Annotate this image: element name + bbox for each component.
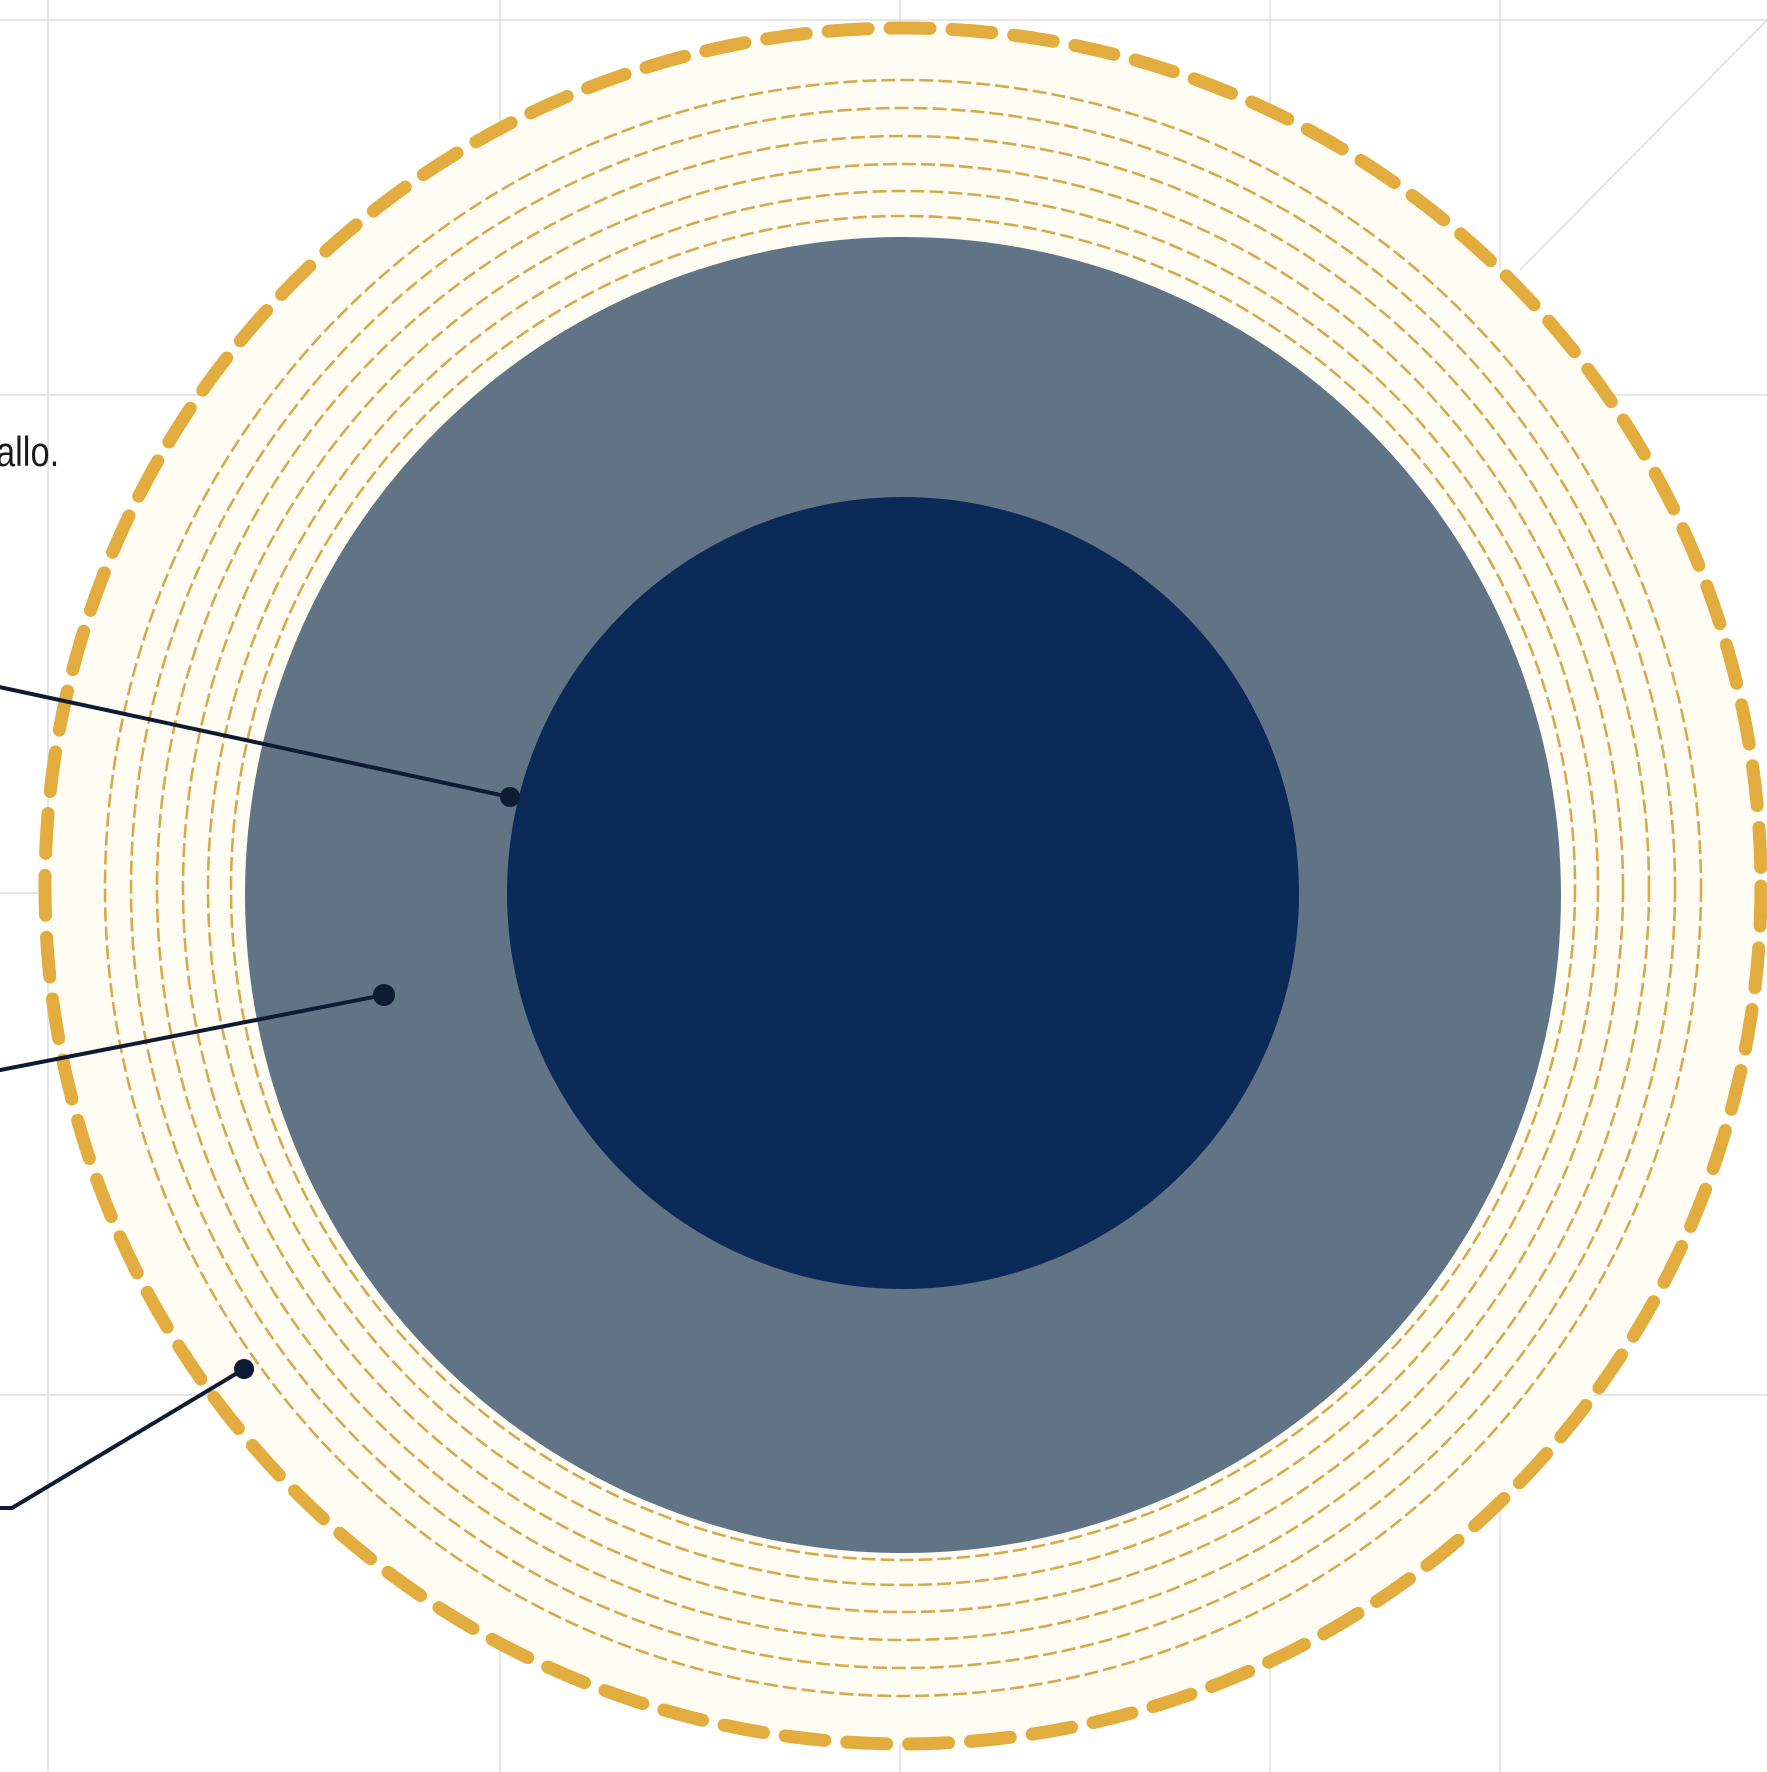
leader-middle: [0, 984, 395, 1073]
concentric-ring: [129, 106, 1677, 1670]
core: [507, 497, 1299, 1289]
concentric-rings: [103, 78, 1703, 1698]
leader-middle-dot: [373, 984, 395, 1006]
leader-core: [0, 685, 520, 807]
label-fragment: allo.: [0, 428, 60, 475]
concentric-ring: [206, 189, 1600, 1587]
concentric-ring: [229, 214, 1577, 1562]
leader-outer-dot: [234, 1359, 254, 1379]
concentric-ring: [155, 134, 1651, 1642]
concentric-ring: [181, 162, 1625, 1614]
grid-line-diagonal: [1519, 19, 1767, 271]
leader-outer: [0, 1359, 254, 1510]
concentric-ring: [103, 78, 1703, 1698]
leader-core-dot: [500, 787, 520, 807]
